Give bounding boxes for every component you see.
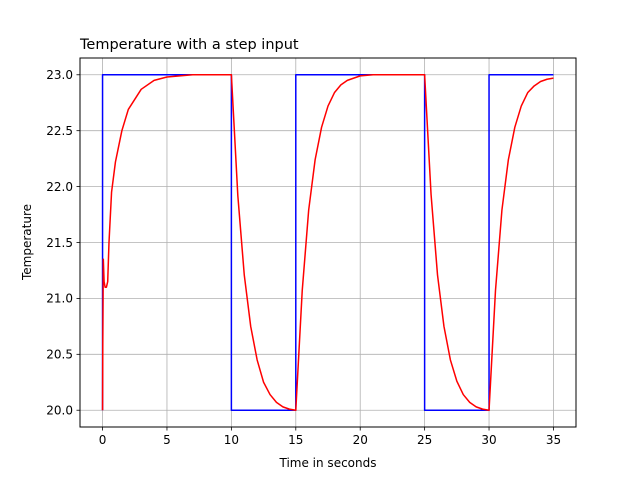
x-tick-label: 25 — [417, 433, 432, 447]
tick-layer: 0 5 10 15 20 25 30 35 20.0 20.5 21.0 21.5 22.0 22.5 23… — [46, 68, 561, 447]
x-tick-label: 35 — [546, 433, 561, 447]
chart-title: Temperature with a step input — [79, 37, 299, 53]
y-tick-label: 23.0 — [46, 68, 73, 82]
x-tick-label: 15 — [288, 433, 303, 447]
y-tick-label: 21.5 — [46, 236, 73, 250]
temperature-response-line — [101, 74, 554, 411]
y-tick-label: 21.0 — [46, 292, 73, 306]
x-tick-label: 10 — [224, 433, 239, 447]
series-layer — [101, 74, 554, 411]
y-tick-label: 22.5 — [46, 124, 73, 138]
x-tick-label: 5 — [163, 433, 171, 447]
y-axis-label: Temperature — [20, 204, 34, 281]
x-tick-label: 20 — [353, 433, 368, 447]
y-tick-label: 20.5 — [46, 348, 73, 362]
x-tick-label: 30 — [481, 433, 496, 447]
x-tick-label: 0 — [99, 433, 107, 447]
grid-layer — [80, 58, 576, 427]
x-axis-label: Time in seconds — [279, 456, 377, 470]
y-tick-label: 20.0 — [46, 404, 73, 418]
y-tick-label: 22.0 — [46, 180, 73, 194]
